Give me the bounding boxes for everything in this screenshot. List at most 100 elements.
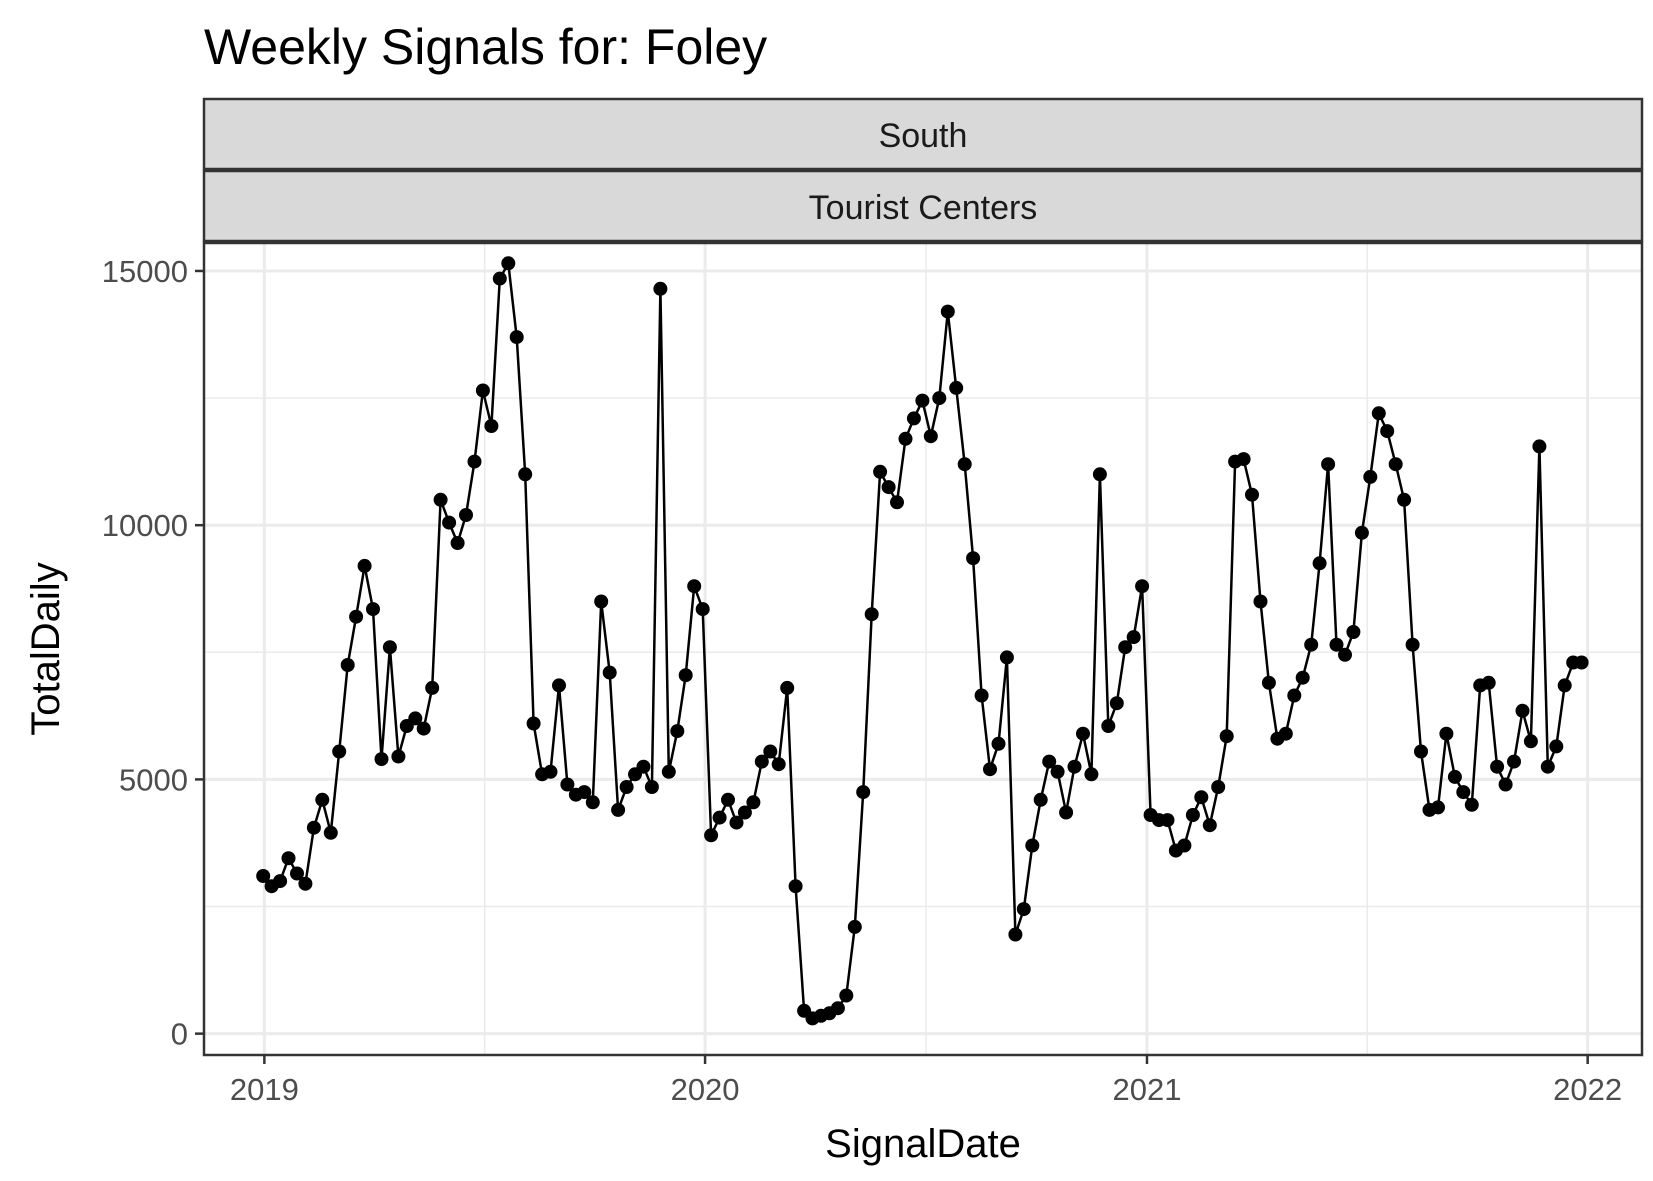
- data-point: [526, 716, 541, 731]
- data-point: [704, 828, 719, 843]
- data-point: [382, 640, 397, 655]
- data-point: [509, 330, 524, 345]
- data-point: [1278, 726, 1293, 741]
- data-point: [856, 785, 871, 800]
- data-point: [1008, 927, 1023, 942]
- data-point: [1574, 655, 1589, 670]
- data-point: [1380, 424, 1395, 439]
- data-point: [957, 457, 972, 472]
- data-point: [1557, 678, 1572, 693]
- data-point: [332, 744, 347, 759]
- y-tick-label: 15000: [102, 254, 188, 289]
- data-point: [1515, 703, 1530, 718]
- x-tick-label: 2022: [1553, 1072, 1622, 1107]
- data-point: [881, 480, 896, 495]
- data-point: [1456, 785, 1471, 800]
- data-point: [492, 271, 507, 286]
- x-axis-title: SignalDate: [825, 1122, 1021, 1166]
- data-point: [771, 757, 786, 772]
- data-point: [1507, 754, 1521, 769]
- data-point: [602, 665, 617, 680]
- data-point: [729, 815, 744, 830]
- y-axis: 0 5000 10000 15000: [102, 254, 204, 1052]
- data-point: [1160, 813, 1175, 828]
- data-point: [1126, 630, 1141, 645]
- data-point: [1109, 696, 1124, 711]
- data-point: [340, 658, 355, 672]
- data-point: [1042, 754, 1057, 769]
- facet-strip-tourist-centers-label: Tourist Centers: [809, 189, 1038, 227]
- data-point: [1329, 637, 1344, 652]
- data-point: [873, 464, 888, 479]
- data-point: [450, 536, 465, 550]
- data-point: [653, 281, 668, 296]
- data-point: [1067, 759, 1082, 774]
- x-tick-label: 2019: [230, 1072, 299, 1107]
- data-point: [1464, 797, 1479, 812]
- data-point: [594, 594, 609, 609]
- facet-strip-tourist-centers: [202, 169, 1644, 243]
- data-point: [1490, 759, 1505, 774]
- data-point: [552, 678, 566, 693]
- data-point: [949, 380, 964, 395]
- data-point: [983, 762, 997, 777]
- data-point: [256, 869, 271, 883]
- data-point: [1338, 647, 1352, 662]
- data-point: [1549, 739, 1564, 754]
- data-point: [290, 866, 304, 881]
- data-point: [1219, 729, 1234, 744]
- data-point: [619, 780, 634, 794]
- data-point: [763, 744, 778, 759]
- y-tick-label: 0: [171, 1017, 188, 1052]
- data-point: [1304, 637, 1319, 652]
- data-point: [721, 792, 735, 807]
- data-point: [1118, 640, 1133, 655]
- plot-panel: [204, 243, 1642, 1055]
- data-point: [1261, 675, 1276, 690]
- data-point: [712, 810, 727, 825]
- data-point: [425, 680, 440, 695]
- data-point: [780, 680, 795, 695]
- data-point: [1253, 594, 1268, 609]
- data-point: [1101, 719, 1116, 733]
- data-point: [560, 777, 575, 792]
- data-point: [830, 1001, 845, 1016]
- chart-title: Weekly Signals for: Foley: [204, 19, 767, 75]
- data-point: [1135, 579, 1150, 594]
- data-point: [1498, 777, 1513, 792]
- data-point: [323, 825, 338, 840]
- data-point: [1447, 769, 1462, 784]
- data-point: [1371, 406, 1386, 421]
- x-tick-label: 2020: [671, 1072, 740, 1107]
- data-point: [577, 785, 592, 800]
- data-point: [847, 919, 862, 934]
- data-point: [754, 754, 769, 769]
- data-point: [1388, 457, 1403, 472]
- data-point: [1354, 525, 1369, 540]
- data-point: [484, 419, 499, 433]
- data-point: [932, 391, 947, 406]
- series-layer: [256, 256, 1589, 1026]
- data-point: [890, 495, 904, 510]
- data-point: [636, 759, 651, 774]
- data-point: [687, 579, 702, 594]
- facet-strip-south: [202, 97, 1644, 171]
- x-tick-label: 2021: [1112, 1072, 1181, 1107]
- data-point: [281, 851, 296, 866]
- y-tick-label: 10000: [102, 508, 188, 543]
- data-point: [357, 558, 372, 573]
- data-point: [459, 508, 473, 522]
- data-point: [1295, 670, 1310, 685]
- data-point: [915, 393, 930, 408]
- data-point: [1092, 467, 1107, 482]
- data-point: [991, 736, 1006, 751]
- data-point: [966, 551, 981, 566]
- data-point: [1397, 492, 1412, 507]
- data-point: [475, 383, 490, 398]
- data-point: [442, 515, 457, 530]
- data-point: [1033, 792, 1048, 807]
- data-point: [1481, 675, 1496, 690]
- data-point: [273, 874, 288, 889]
- facet-strip-south-label: South: [879, 117, 968, 155]
